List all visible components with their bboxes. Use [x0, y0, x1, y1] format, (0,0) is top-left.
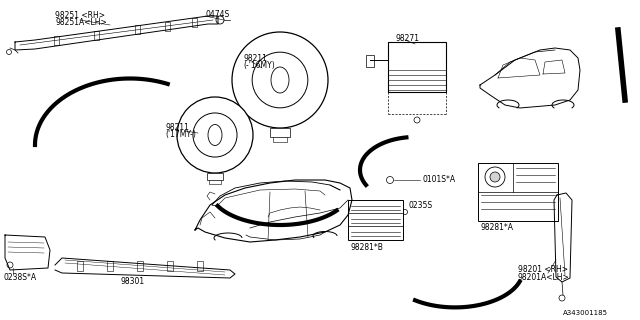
Bar — [366, 54, 374, 67]
Text: 98251 <RH>: 98251 <RH> — [55, 11, 105, 20]
Text: 98201 <RH>: 98201 <RH> — [518, 266, 568, 275]
Bar — [54, 36, 59, 45]
Text: 98281*A: 98281*A — [480, 222, 513, 231]
Text: 0235S: 0235S — [408, 201, 432, 210]
Text: 98201A<LH>: 98201A<LH> — [518, 273, 570, 282]
Text: 98211: 98211 — [165, 123, 189, 132]
Bar — [197, 261, 203, 271]
Bar — [77, 261, 83, 271]
Bar — [191, 18, 196, 27]
Bar — [270, 128, 290, 137]
Bar — [137, 261, 143, 271]
Bar — [207, 173, 223, 180]
Bar — [165, 21, 170, 30]
Ellipse shape — [271, 67, 289, 93]
Bar — [273, 137, 287, 142]
Text: 98251A<LH>: 98251A<LH> — [55, 18, 107, 27]
Bar — [135, 25, 140, 35]
Bar — [167, 261, 173, 271]
Circle shape — [177, 97, 253, 173]
Circle shape — [559, 295, 565, 301]
Circle shape — [232, 32, 328, 128]
Circle shape — [252, 52, 308, 108]
Bar — [209, 180, 221, 184]
Circle shape — [403, 210, 408, 214]
Circle shape — [6, 50, 12, 54]
Text: 98211: 98211 — [243, 53, 267, 62]
Bar — [348, 200, 403, 240]
Bar — [94, 31, 99, 40]
Circle shape — [216, 16, 224, 24]
Text: 0238S*A: 0238S*A — [3, 274, 36, 283]
Text: 0101S*A: 0101S*A — [422, 174, 455, 183]
Text: (-'16MY): (-'16MY) — [243, 60, 275, 69]
Text: 98281*B: 98281*B — [350, 243, 383, 252]
Bar — [388, 42, 446, 92]
Circle shape — [485, 167, 505, 187]
Bar — [107, 261, 113, 271]
Circle shape — [387, 177, 394, 183]
Ellipse shape — [208, 124, 222, 146]
Text: 98301: 98301 — [120, 277, 144, 286]
Circle shape — [7, 262, 13, 268]
Text: A343001185: A343001185 — [563, 310, 608, 316]
Circle shape — [490, 172, 500, 182]
Text: ('17MY-): ('17MY-) — [165, 130, 196, 139]
Text: 0474S: 0474S — [205, 10, 229, 19]
Bar — [478, 163, 558, 221]
Circle shape — [193, 113, 237, 157]
Text: 98271: 98271 — [395, 34, 419, 43]
Circle shape — [414, 117, 420, 123]
